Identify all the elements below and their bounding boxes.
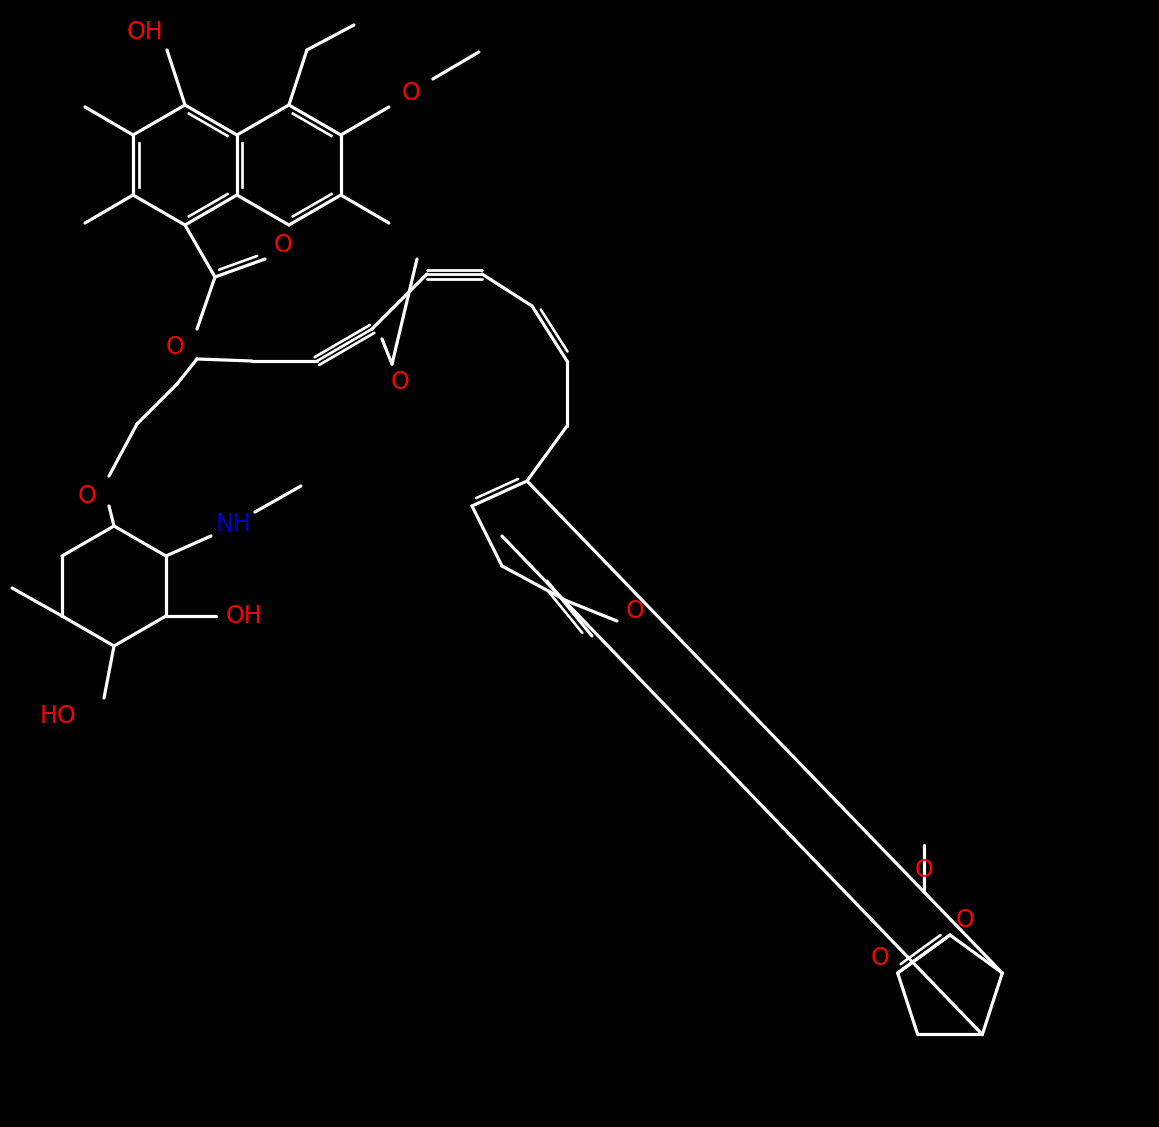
Text: O: O [78, 483, 96, 508]
Text: O: O [914, 858, 933, 882]
Text: O: O [391, 370, 409, 394]
Text: NH: NH [216, 512, 250, 536]
Text: OH: OH [126, 20, 163, 44]
Text: HO: HO [39, 704, 76, 728]
Text: O: O [401, 81, 421, 105]
Text: O: O [626, 598, 644, 623]
Text: O: O [956, 908, 975, 932]
Text: OH: OH [226, 604, 262, 628]
Text: O: O [166, 335, 184, 360]
Text: O: O [274, 233, 292, 257]
Text: O: O [870, 946, 889, 970]
